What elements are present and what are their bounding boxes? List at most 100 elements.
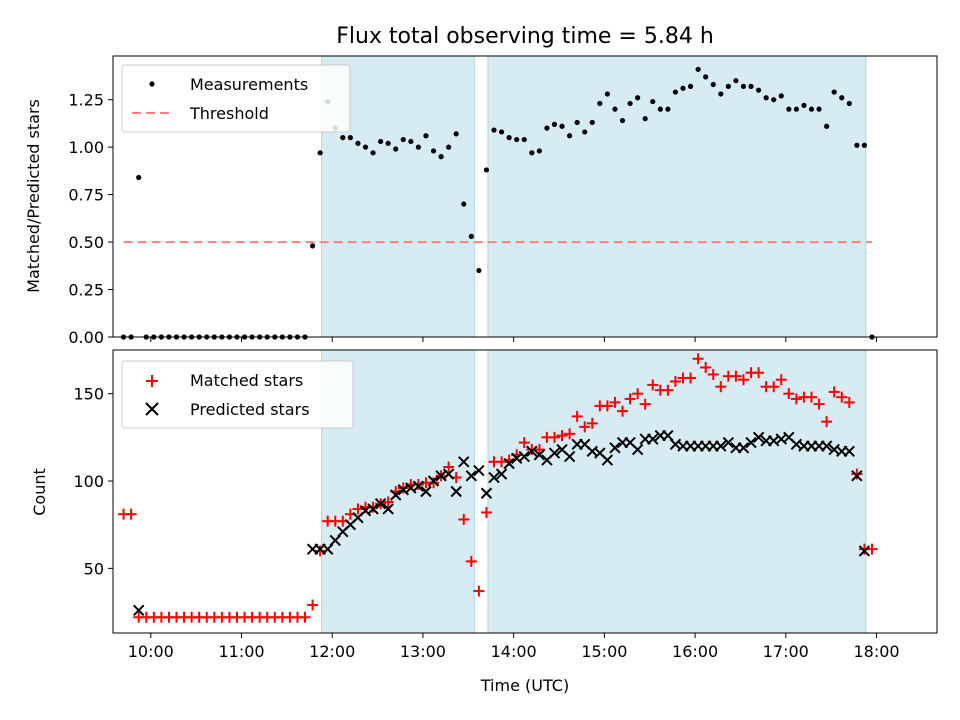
- predicted-star-point: [495, 468, 508, 480]
- matched-star-point: [579, 421, 591, 433]
- chart-title: Flux total observing time = 5.84 h: [336, 24, 714, 49]
- top-y-tick-label: 0.00: [68, 328, 104, 347]
- measurement-point: [370, 150, 376, 156]
- predicted-star-point: [548, 447, 561, 459]
- measurement-point: [703, 74, 709, 80]
- legend-measurements-marker: [149, 81, 155, 87]
- measurement-point: [589, 119, 595, 126]
- top-axis-ticks: 0.00 0.25 0.50 0.75 1.00 1.25: [68, 91, 878, 347]
- bottom-y-tick-label: 100: [73, 472, 104, 491]
- measurement-point: [136, 174, 142, 181]
- matched-star-point: [715, 381, 727, 393]
- top-y-tick-label: 0.50: [68, 233, 104, 252]
- matched-star-point: [783, 388, 795, 400]
- measurement-point: [816, 106, 822, 112]
- measurement-point: [687, 83, 694, 89]
- top-y-axis-label: Matched/Predicted stars: [24, 99, 43, 293]
- matched-star-point: [617, 405, 629, 417]
- x-tick-label: 13:00: [400, 642, 446, 661]
- matched-star-point: [806, 391, 818, 403]
- legend-threshold-label: Threshold: [189, 104, 269, 123]
- predicted-star-point: [450, 485, 462, 498]
- measurement-point: [786, 106, 792, 112]
- measurement-point: [514, 136, 520, 143]
- measurement-point: [521, 136, 527, 143]
- measurement-point: [491, 127, 497, 133]
- matched-star-point: [692, 353, 704, 365]
- predicted-star-point: [609, 442, 621, 454]
- matched-star-point: [843, 396, 855, 408]
- measurement-point: [559, 123, 565, 129]
- measurement-point: [400, 136, 406, 143]
- measurement-point: [483, 167, 490, 173]
- matched-star-point: [382, 496, 394, 508]
- top-legend: Measurements Threshold: [121, 64, 351, 133]
- predicted-star-point: [374, 498, 387, 510]
- predicted-star-point: [820, 440, 833, 452]
- matched-star-point: [480, 506, 492, 518]
- legend-predicted-label: Predicted stars: [190, 400, 310, 419]
- x-tick-label: 12:00: [309, 642, 355, 661]
- matched-star-point: [609, 396, 621, 408]
- matched-star-point: [314, 545, 326, 557]
- legend-predicted-marker: [145, 402, 159, 416]
- matched-star-point: [685, 372, 697, 384]
- predicted-star-point: [473, 464, 485, 477]
- matched-star-point: [775, 374, 787, 386]
- measurement-point: [529, 150, 535, 156]
- measurement-point: [808, 106, 815, 112]
- predicted-star-point: [518, 450, 530, 463]
- measurement-point: [733, 78, 739, 84]
- measurement-point: [317, 150, 323, 156]
- matched-star-point: [496, 456, 508, 468]
- measurement-point: [740, 83, 747, 89]
- bottom-axis-ticks: 50 100 150 10:00 11:00 12:00 13:00 14:00 15:00 16…: [73, 385, 899, 661]
- measurement-point: [748, 83, 754, 89]
- matched-star-point: [586, 417, 598, 429]
- matched-star-point: [851, 468, 863, 480]
- measurement-point: [378, 138, 384, 145]
- bottom-y-tick-label: 150: [73, 385, 104, 404]
- matched-star-point: [548, 431, 560, 443]
- matched-star-point: [700, 361, 712, 373]
- measurement-point: [340, 135, 346, 141]
- x-axis-label: Time (UTC): [480, 676, 569, 695]
- matched-star-point: [556, 430, 568, 442]
- legend-measurements-label: Measurements: [190, 75, 308, 94]
- predicted-star-point: [132, 604, 145, 616]
- bottom-axes-frame: [112, 349, 938, 634]
- measurement-point: [597, 100, 603, 107]
- measurement-point: [461, 201, 467, 207]
- matched-star-point: [125, 508, 137, 520]
- top-y-tick-label: 0.75: [68, 186, 104, 205]
- legend-matched-marker: [146, 375, 158, 387]
- predicted-star-point: [722, 436, 735, 449]
- predicted-star-point: [503, 457, 515, 470]
- measurement-point: [362, 144, 369, 150]
- measurement-point: [650, 98, 656, 105]
- measurement-point: [642, 116, 648, 122]
- matched-star-point: [473, 585, 485, 597]
- matched-star-point: [601, 400, 613, 412]
- measurement-point: [657, 106, 663, 112]
- bottom-legend: Matched stars Predicted stars: [121, 360, 354, 429]
- matched-star-point: [866, 543, 878, 555]
- measurement-point: [839, 95, 845, 101]
- top-y-tick-label: 1.25: [68, 91, 104, 110]
- matched-star-point: [662, 384, 674, 396]
- predicted-star-point: [843, 445, 856, 458]
- matched-star-point: [571, 410, 583, 422]
- predicted-star-point: [647, 433, 659, 445]
- bottom-shaded-interval: [487, 349, 867, 634]
- measurement-point: [861, 142, 868, 148]
- measurement-point: [438, 154, 444, 160]
- measurement-point: [536, 148, 542, 154]
- predicted-star-point: [420, 485, 432, 498]
- predicted-star-point: [427, 475, 440, 487]
- measurement-point: [710, 81, 716, 88]
- measurement-point: [423, 133, 429, 139]
- measurement-point: [771, 97, 777, 103]
- x-tick-label: 17:00: [763, 642, 809, 661]
- measurement-point: [665, 106, 671, 112]
